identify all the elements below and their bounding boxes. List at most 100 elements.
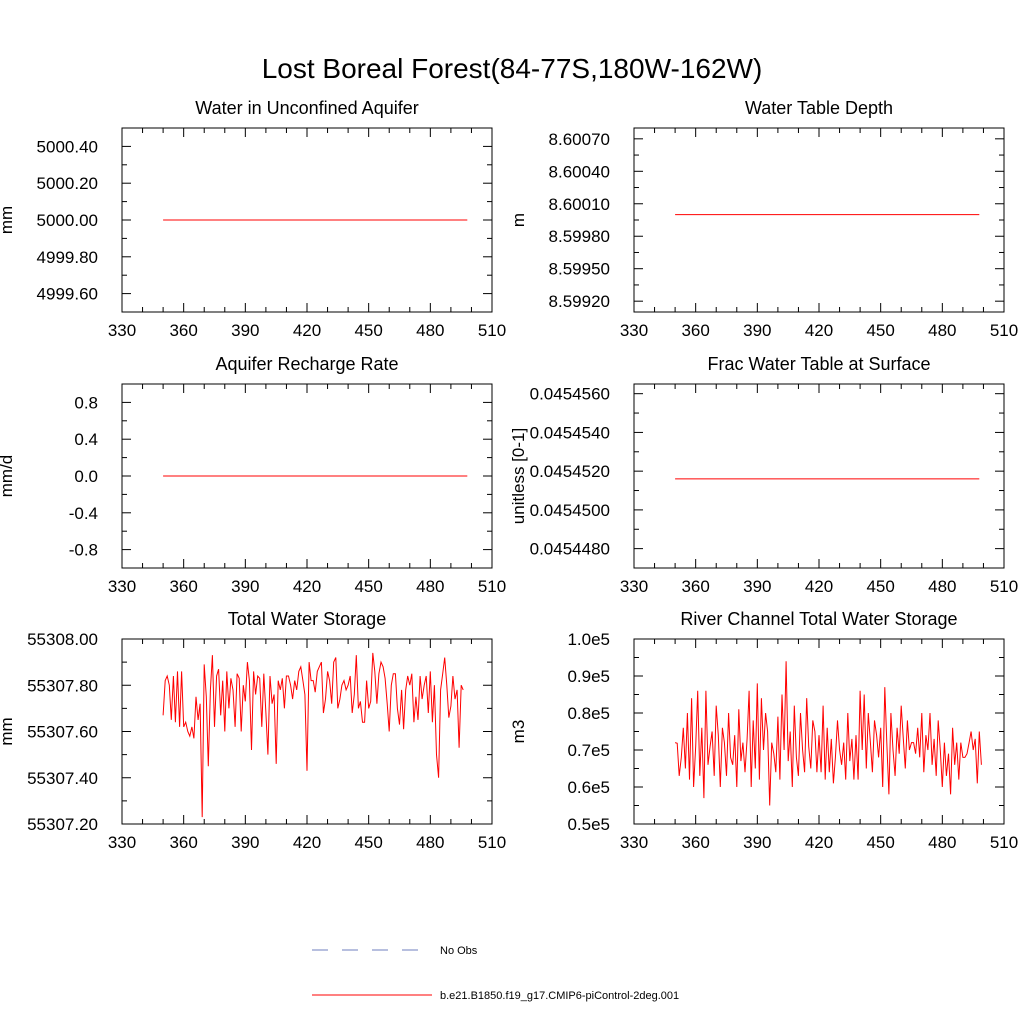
y-tick-label: 8.60010	[549, 195, 610, 214]
x-tick-label: 330	[620, 577, 648, 596]
y-tick-label: -0.8	[69, 541, 98, 560]
x-tick-label: 480	[416, 321, 444, 340]
y-tick-label: 0.0454480	[530, 540, 610, 559]
chart-panel: Aquifer Recharge Rate 330 360 390 420 450 480 5…	[0, 354, 506, 596]
y-tick-label: 0.0454540	[530, 423, 610, 442]
x-tick-label: 450	[866, 577, 894, 596]
y-tick-label: 0.0454520	[530, 462, 610, 481]
chart-panel: Frac Water Table at Surface 330 360 390 420 4…	[509, 354, 1018, 596]
x-tick-label: 480	[416, 577, 444, 596]
chart-panel: Water Table Depth 330 360 390 420 450 480 510 8.…	[509, 98, 1018, 340]
y-tick-label: -0.4	[69, 504, 98, 523]
legend: No Obs b.e21.B1850.f19_g17.CMIP6-piContro…	[312, 945, 679, 1002]
x-tick-label: 330	[620, 321, 648, 340]
chart-panel: Total Water Storage 330 360 390 420 450 480 510…	[0, 609, 506, 852]
panels-group: Water in Unconfined Aquifer 330 360 390 420 4…	[0, 98, 1018, 852]
series-line	[162, 652, 464, 818]
y-axis-label: unitless [0-1]	[509, 428, 528, 524]
y-tick-label: 8.59950	[549, 260, 610, 279]
panel-title: River Channel Total Water Storage	[680, 609, 957, 629]
x-tick-label: 510	[990, 833, 1018, 852]
x-tick-label: 360	[681, 833, 709, 852]
x-tick-label: 390	[231, 833, 259, 852]
figure-title: Lost Boreal Forest(84-77S,180W-162W)	[262, 53, 763, 84]
x-tick-label: 360	[169, 833, 197, 852]
x-tick-label: 330	[108, 321, 136, 340]
x-tick-label: 420	[805, 577, 833, 596]
x-tick-label: 330	[620, 833, 648, 852]
x-tick-label: 420	[805, 833, 833, 852]
y-tick-label: 4999.80	[37, 248, 98, 267]
x-tick-label: 510	[990, 577, 1018, 596]
y-axis-label: mm	[0, 206, 16, 234]
x-tick-label: 510	[478, 833, 506, 852]
y-axis-label: m3	[509, 720, 528, 744]
panel-title: Water Table Depth	[745, 98, 893, 118]
panel-title: Water in Unconfined Aquifer	[195, 98, 418, 118]
x-tick-label: 450	[866, 833, 894, 852]
x-tick-label: 360	[169, 321, 197, 340]
y-axis-label: mm/d	[0, 455, 16, 498]
y-tick-label: 55307.80	[27, 676, 98, 695]
x-tick-label: 510	[478, 577, 506, 596]
y-tick-label: 0.0454500	[530, 501, 610, 520]
x-tick-label: 510	[990, 321, 1018, 340]
y-tick-label: 5000.40	[37, 137, 98, 156]
x-tick-label: 420	[293, 833, 321, 852]
x-tick-label: 480	[928, 577, 956, 596]
y-tick-label: 55307.60	[27, 723, 98, 742]
y-tick-label: 8.60070	[549, 130, 610, 149]
x-tick-label: 480	[928, 833, 956, 852]
x-tick-label: 390	[743, 321, 771, 340]
plot-frame	[633, 638, 1005, 825]
y-tick-label: 0.7e5	[567, 741, 610, 760]
panel-title: Total Water Storage	[228, 609, 386, 629]
y-tick-label: 55307.20	[27, 815, 98, 834]
panel-title: Frac Water Table at Surface	[707, 354, 930, 374]
x-tick-label: 360	[681, 577, 709, 596]
x-tick-label: 360	[169, 577, 197, 596]
y-tick-label: 0.8	[74, 393, 98, 412]
x-tick-label: 420	[293, 577, 321, 596]
x-tick-label: 420	[293, 321, 321, 340]
x-tick-label: 450	[354, 833, 382, 852]
x-tick-label: 330	[108, 833, 136, 852]
chart-panel: Water in Unconfined Aquifer 330 360 390 420 4…	[0, 98, 506, 340]
x-tick-label: 390	[743, 577, 771, 596]
plot-frame	[121, 638, 493, 825]
y-tick-label: 0.0454560	[530, 385, 610, 404]
legend-label: b.e21.B1850.f19_g17.CMIP6-piControl-2deg…	[440, 990, 679, 1002]
x-tick-label: 510	[478, 321, 506, 340]
y-tick-label: 0.9e5	[567, 667, 610, 686]
panel-title: Aquifer Recharge Rate	[215, 354, 398, 374]
series-line	[674, 661, 982, 806]
x-tick-label: 330	[108, 577, 136, 596]
y-tick-label: 5000.00	[37, 211, 98, 230]
y-tick-label: 0.6e5	[567, 778, 610, 797]
x-tick-label: 390	[231, 321, 259, 340]
legend-label: No Obs	[440, 945, 478, 957]
x-tick-label: 420	[805, 321, 833, 340]
y-axis-label: m	[509, 213, 528, 227]
x-tick-label: 390	[743, 833, 771, 852]
x-tick-label: 480	[416, 833, 444, 852]
x-tick-label: 360	[681, 321, 709, 340]
x-tick-label: 450	[866, 321, 894, 340]
y-tick-label: 0.5e5	[567, 815, 610, 834]
y-tick-label: 0.4	[74, 430, 98, 449]
plot-frame	[633, 383, 1005, 569]
y-tick-label: 5000.20	[37, 174, 98, 193]
y-tick-label: 55307.40	[27, 769, 98, 788]
y-axis-label: mm	[0, 717, 16, 745]
chart-panel: River Channel Total Water Storage 330 360 3…	[509, 609, 1018, 852]
y-tick-label: 8.60040	[549, 162, 610, 181]
y-tick-label: 0.8e5	[567, 704, 610, 723]
y-tick-label: 55308.00	[27, 630, 98, 649]
x-tick-label: 450	[354, 577, 382, 596]
x-tick-label: 390	[231, 577, 259, 596]
x-tick-label: 480	[928, 321, 956, 340]
y-tick-label: 0.0	[74, 467, 98, 486]
y-tick-label: 1.0e5	[567, 630, 610, 649]
y-tick-label: 4999.60	[37, 285, 98, 304]
